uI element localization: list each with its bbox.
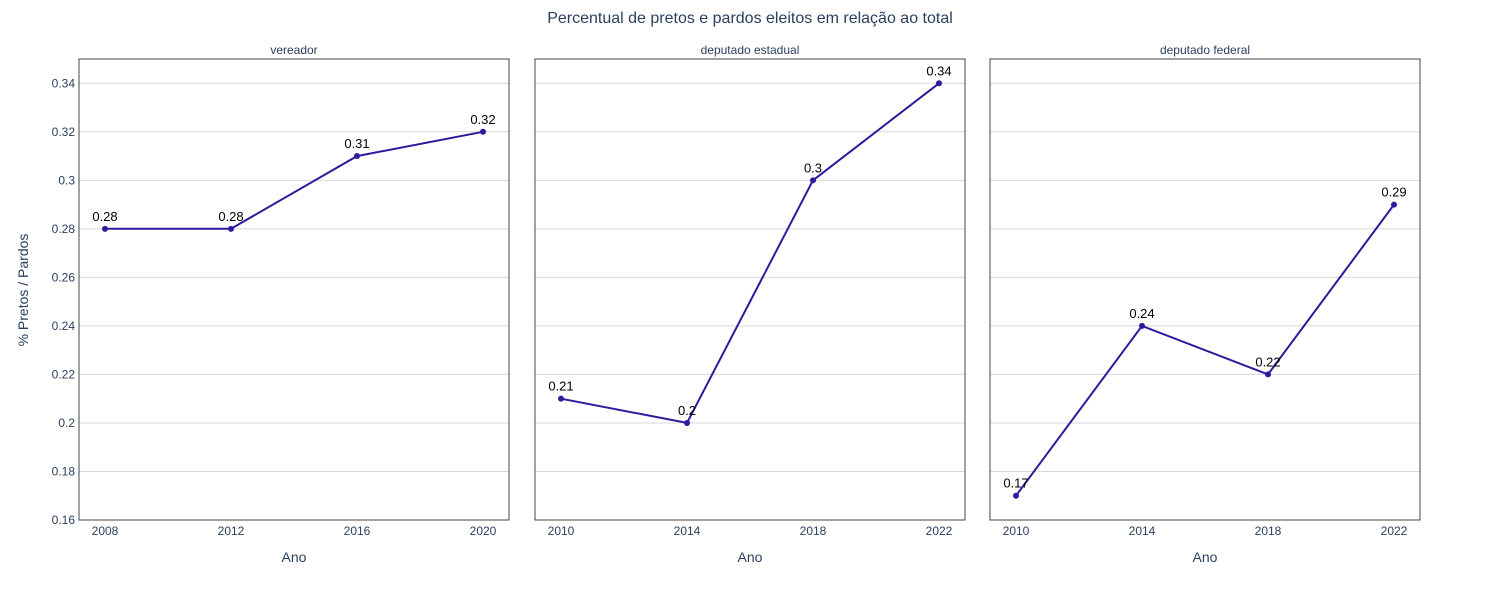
x-tick-label: 2018 xyxy=(800,524,827,538)
y-tick-label: 0.26 xyxy=(52,270,76,284)
panel-subtitle: deputado estadual xyxy=(701,43,800,57)
panel-subtitle: vereador xyxy=(270,43,317,57)
data-label: 0.34 xyxy=(926,63,951,78)
x-tick-label: 2014 xyxy=(674,524,701,538)
y-tick-label: 0.32 xyxy=(52,125,76,139)
panels: 0.16 0.18 0.2 0.22 0.24 0.26 0.28 0.3 0.32 0.34 ve… xyxy=(52,43,1421,565)
data-point xyxy=(810,177,816,184)
data-point xyxy=(684,419,690,426)
chart-title: Percentual de pretos e pardos eleitos em… xyxy=(547,10,953,27)
data-point xyxy=(1013,492,1019,499)
x-axis-title: Ano xyxy=(1193,549,1218,565)
panel-subtitle: deputado federal xyxy=(1160,43,1250,57)
data-label: 0.32 xyxy=(470,112,495,127)
x-tick-label: 2022 xyxy=(1381,524,1408,538)
data-label: 0.29 xyxy=(1381,185,1406,200)
panel-2: deputado estadual 2010 2014 2018 2022 Ano 0.21… xyxy=(534,43,966,565)
y-tick-label: 0.16 xyxy=(52,513,76,527)
data-label: 0.22 xyxy=(1255,354,1280,369)
data-label: 0.17 xyxy=(1003,476,1028,491)
data-label: 0.3 xyxy=(804,160,822,175)
data-label: 0.28 xyxy=(92,209,117,224)
y-axis-title: % Pretos / Pardos xyxy=(15,234,31,347)
x-tick-label: 2010 xyxy=(1003,524,1030,538)
x-tick-label: 2012 xyxy=(218,524,245,538)
panel-frame xyxy=(78,58,510,521)
data-point xyxy=(1265,371,1271,378)
y-tick-label: 0.22 xyxy=(52,367,76,381)
panel-3: deputado federal 2010 2014 2018 2022 Ano 0.17 0… xyxy=(989,43,1421,565)
x-tick-label: 2022 xyxy=(926,524,953,538)
data-point xyxy=(102,225,108,232)
data-label: 0.24 xyxy=(1129,306,1154,321)
data-label: 0.2 xyxy=(678,403,696,418)
panel-frame xyxy=(989,58,1421,521)
y-tick-label: 0.34 xyxy=(52,76,76,90)
data-label: 0.28 xyxy=(218,209,243,224)
data-point xyxy=(1391,201,1397,208)
panel-1: 0.16 0.18 0.2 0.22 0.24 0.26 0.28 0.3 0.32 0.34 ve… xyxy=(52,43,510,565)
x-tick-label: 2020 xyxy=(470,524,497,538)
data-point xyxy=(228,225,234,232)
data-label: 0.31 xyxy=(344,136,369,151)
series-line xyxy=(560,82,940,425)
y-tick-label: 0.3 xyxy=(58,173,75,187)
x-tick-label: 2008 xyxy=(92,524,119,538)
x-axis-title: Ano xyxy=(738,549,763,565)
x-tick-label: 2016 xyxy=(344,524,371,538)
x-axis-title: Ano xyxy=(282,549,307,565)
data-point xyxy=(1139,322,1145,329)
data-label: 0.21 xyxy=(548,379,573,394)
data-point xyxy=(558,395,564,402)
data-point xyxy=(936,80,942,87)
y-tick-label: 0.24 xyxy=(52,319,76,333)
x-tick-label: 2010 xyxy=(548,524,575,538)
series-line xyxy=(105,130,484,230)
x-tick-label: 2014 xyxy=(1129,524,1156,538)
y-tick-label: 0.28 xyxy=(52,222,76,236)
panel-frame xyxy=(534,58,966,521)
data-point xyxy=(480,128,486,135)
data-point xyxy=(354,153,360,160)
y-tick-label: 0.18 xyxy=(52,464,76,478)
y-tick-label: 0.2 xyxy=(58,416,75,430)
x-tick-label: 2018 xyxy=(1255,524,1282,538)
series-line xyxy=(1015,204,1395,497)
